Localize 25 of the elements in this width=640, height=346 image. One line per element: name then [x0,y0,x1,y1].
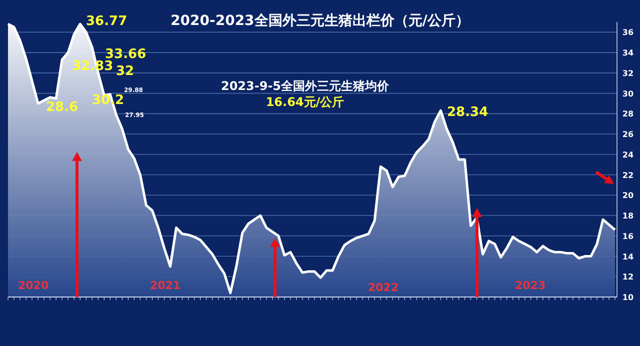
y-tick-label: 32 [622,68,634,78]
y-tick-label: 34 [622,48,634,58]
annotation: 2023-9-5全国外三元生猪均价 [220,79,390,93]
y-tick-label: 18 [622,212,634,221]
annotation: 2022 [368,281,399,294]
annotation: 16.64元/公斤 [266,95,344,109]
annotation: 36.77 [86,14,128,29]
y-tick-label: 14 [622,252,634,262]
y-tick-label: 24 [622,150,634,160]
y-tick-label: 28 [622,110,634,119]
annotation: 28.6 [46,100,78,115]
y-tick-label: 30 [622,89,634,98]
annotation: 32 [116,64,134,79]
annotation: 2020 [18,279,49,292]
y-tick-label: 12 [622,272,634,282]
annotation: 2023 [515,279,546,292]
y-tick-label: 36 [622,28,634,38]
y-tick-label: 26 [622,130,634,140]
annotation: 2021 [150,279,181,292]
chart-title: 2020-2023全国外三元生猪出栏价（元/公斤） [170,12,470,29]
y-tick-label: 16 [622,232,634,241]
y-tick-label: 22 [622,170,634,180]
annotation: 28.34 [447,105,488,120]
y-tick-label: 10 [622,293,634,302]
y-tick-label: 20 [622,191,634,200]
